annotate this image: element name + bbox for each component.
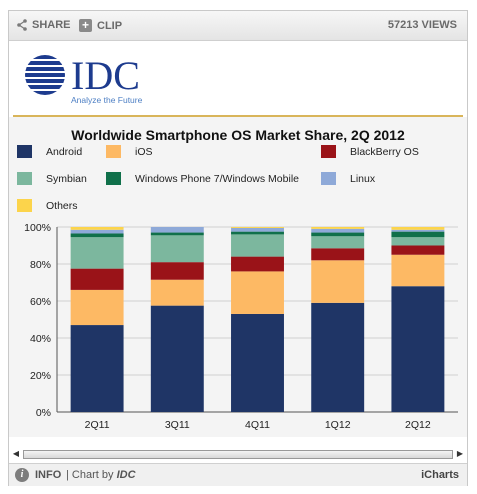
chart-by-text: | Chart by: [66, 469, 114, 481]
bar-segment: [391, 245, 445, 255]
bar-segment: [391, 254, 445, 287]
widget-footer: i INFO | Chart by IDC iCharts: [9, 463, 467, 486]
bar-segment: [150, 262, 204, 280]
legend-label: Others: [46, 199, 78, 212]
legend-item-blackberry[interactable]: BlackBerry OS: [321, 145, 419, 158]
bar-segment: [311, 232, 365, 237]
bar-segment: [391, 227, 445, 230]
bar-segment: [391, 231, 445, 238]
legend-swatch: [17, 172, 32, 185]
x-tick-label: 2Q11: [85, 419, 110, 431]
bar-segment: [70, 325, 124, 412]
bar-segment: [311, 228, 365, 233]
legend-label: Windows Phone 7/Windows Mobile: [135, 172, 299, 185]
bar-segment: [231, 234, 284, 257]
bar-segment: [231, 271, 284, 314]
clip-button[interactable]: + CLIP: [79, 19, 122, 32]
bar-segment: [150, 305, 204, 412]
legend-label: iOS: [135, 145, 153, 158]
legend-item-others[interactable]: Others: [17, 199, 78, 212]
stacked-bar-chart: 0% 20% 40% 60% 80% 100% 2Q11 3Q11 4Q11 1Q12 2Q12: [24, 222, 458, 431]
views-counter: 57213 VIEWS: [388, 19, 457, 31]
x-tick-label: 2Q12: [405, 419, 431, 431]
bar-segment: [391, 229, 445, 232]
legend-swatch: [106, 172, 121, 185]
bar-segment: [70, 233, 124, 238]
bar-segment: [311, 260, 365, 303]
legend-swatch: [321, 145, 336, 158]
chart-by-label: | Chart by IDC: [66, 469, 136, 481]
horizontal-scrollbar[interactable]: ◀ ▶: [9, 448, 467, 462]
y-tick-label: 100%: [24, 222, 51, 234]
chart-by-brand[interactable]: IDC: [116, 469, 136, 481]
scroll-track[interactable]: [23, 450, 453, 459]
bar-segment: [231, 231, 284, 235]
bar-segment: [70, 229, 124, 234]
y-tick-label: 80%: [30, 259, 51, 271]
legend-label: BlackBerry OS: [350, 145, 419, 158]
legend-item-android[interactable]: Android: [17, 145, 82, 158]
bar-segment: [391, 286, 445, 412]
bar-segment: [231, 313, 284, 412]
y-tick-label: 20%: [30, 370, 51, 382]
info-icon[interactable]: i: [15, 468, 29, 482]
share-button[interactable]: SHARE: [17, 19, 71, 31]
idc-logo: IDC Analyze the Future: [25, 53, 143, 105]
chart-widget: SHARE + CLIP 57213 VIEWS: [8, 10, 468, 486]
logo-area: IDC Analyze the Future: [9, 41, 467, 115]
bar-segment: [150, 227, 204, 233]
legend-swatch: [106, 145, 121, 158]
bar-segment: [311, 248, 365, 261]
bar-segment: [231, 256, 284, 272]
y-tick-label: 60%: [30, 296, 51, 308]
legend-item-linux[interactable]: Linux: [321, 172, 375, 185]
info-label[interactable]: INFO: [35, 469, 62, 481]
y-tick-label: 40%: [30, 333, 51, 345]
bar-segment: [231, 227, 284, 232]
share-label: SHARE: [32, 19, 71, 31]
legend-item-windows-phone[interactable]: Windows Phone 7/Windows Mobile: [106, 172, 299, 185]
views-label: VIEWS: [421, 19, 457, 31]
legend-swatch: [321, 172, 336, 185]
logo-brand: IDC: [71, 53, 140, 98]
bar-segment: [311, 236, 365, 249]
views-count: 57213: [387, 19, 419, 31]
icharts-link[interactable]: iCharts: [421, 469, 459, 481]
legend-swatch: [17, 145, 32, 158]
bar-segment: [70, 289, 124, 326]
legend-label: Linux: [350, 172, 376, 185]
y-tick-label: 0%: [36, 407, 51, 419]
bar-segment: [311, 227, 365, 229]
bar-segment: [70, 268, 124, 290]
bar-segment: [70, 237, 124, 269]
legend-item-ios[interactable]: iOS: [106, 145, 153, 158]
bar-segment: [391, 237, 445, 246]
x-tick-label: 1Q12: [325, 419, 351, 431]
plus-icon: +: [79, 19, 92, 32]
legend-swatch: [17, 199, 32, 212]
scroll-left-arrow-icon[interactable]: ◀: [12, 449, 20, 458]
bar-segment: [231, 227, 284, 228]
legend-label: Android: [46, 145, 83, 158]
bar-segment: [150, 235, 204, 263]
chart-title: Worldwide Smartphone OS Market Share, 2Q…: [71, 127, 405, 143]
logo-tagline: Analyze the Future: [71, 95, 143, 105]
bar-segment: [70, 227, 124, 230]
share-icon: [17, 19, 27, 31]
globe-icon: [25, 55, 65, 95]
scroll-thumb[interactable]: [24, 451, 452, 458]
legend-item-symbian[interactable]: Symbian: [17, 172, 87, 185]
scroll-right-arrow-icon[interactable]: ▶: [456, 449, 464, 458]
bar-segment: [150, 279, 204, 306]
widget-toolbar: SHARE + CLIP 57213 VIEWS: [9, 11, 467, 41]
legend-label: Symbian: [46, 172, 87, 185]
logo-divider: [13, 115, 463, 117]
x-tick-label: 4Q11: [245, 419, 270, 431]
bar-segment: [150, 232, 204, 236]
x-tick-label: 3Q11: [165, 419, 190, 431]
bar-segment: [311, 302, 365, 412]
clip-label: CLIP: [97, 19, 123, 32]
